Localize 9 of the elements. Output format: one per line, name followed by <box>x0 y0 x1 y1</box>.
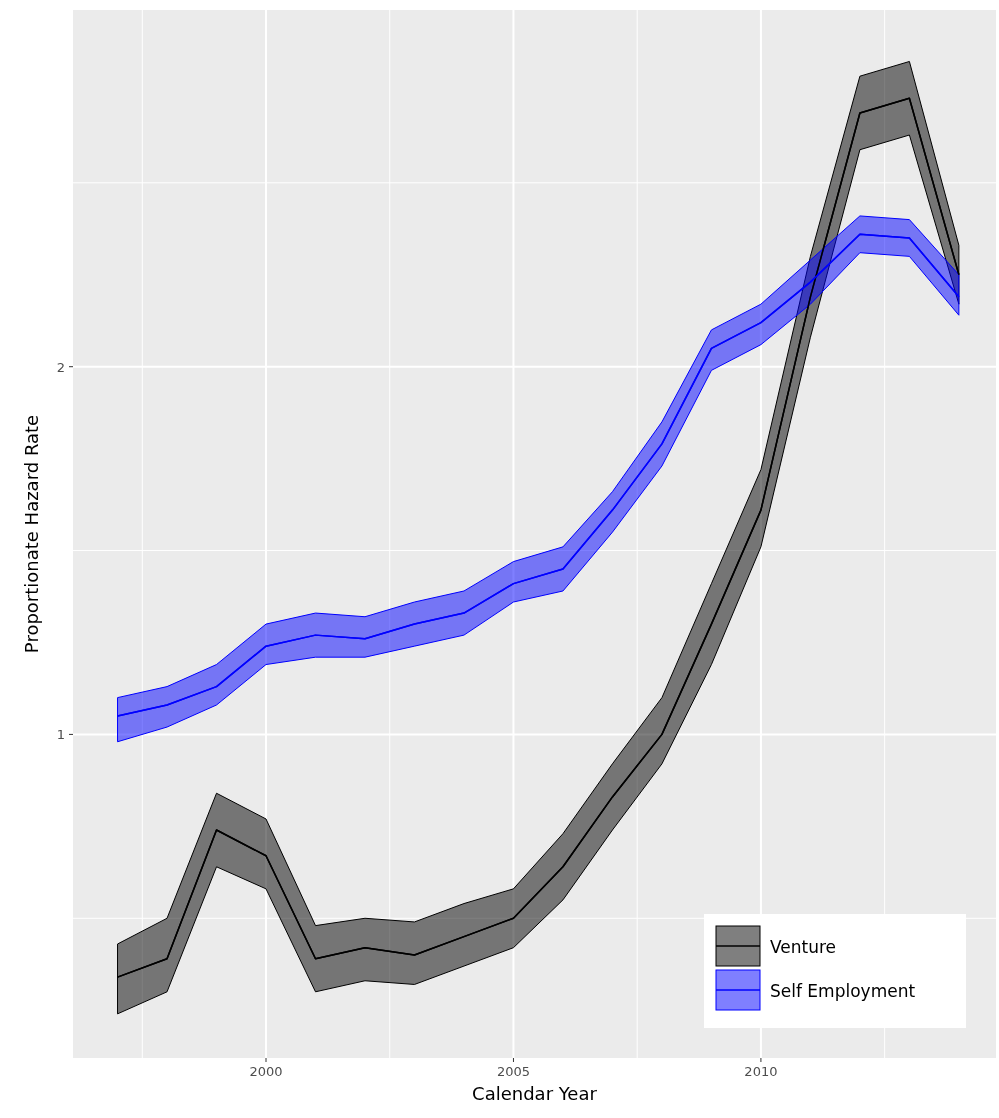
legend-label: Self Employment <box>770 981 916 1001</box>
x-tick-label: 2010 <box>744 1064 778 1079</box>
x-tick-label: 2000 <box>249 1064 283 1079</box>
y-axis-title: Proportionate Hazard Rate <box>21 414 42 654</box>
y-tick-label: 1 <box>56 727 65 743</box>
x-axis-title: Calendar Year <box>472 1083 598 1104</box>
x-tick-label: 2005 <box>496 1064 531 1079</box>
y-tick-label: 2 <box>56 359 65 375</box>
legend-label: Venture <box>770 937 837 957</box>
